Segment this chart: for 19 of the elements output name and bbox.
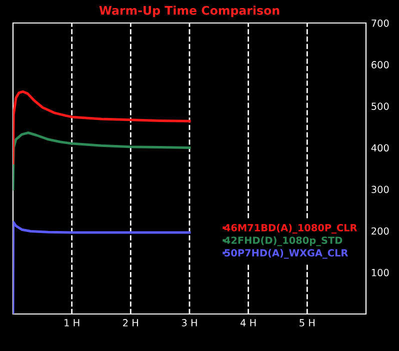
y-tick-label: 200 — [372, 227, 389, 235]
line-series — [13, 90, 191, 164]
legend-label: 42FHD(D)_1080p_STD — [224, 236, 342, 246]
y-tick-label: 600 — [372, 61, 389, 68]
legend-label: 46M71BD(A)_1080P_CLR — [224, 224, 358, 234]
chart-title: Warm-Up Time Comparison — [99, 6, 280, 18]
x-tick-label: 1 H — [64, 319, 80, 326]
y-tick-label: 500 — [372, 102, 389, 110]
legend-label: 50P7HD(A)_WXGA_CLR — [224, 249, 348, 259]
x-tick-label: 5 H — [300, 319, 315, 326]
y-tick-label: 300 — [372, 186, 389, 194]
line-series — [13, 220, 191, 314]
x-tick-label: 3 H — [182, 319, 197, 326]
x-tick-label: 4 H — [240, 319, 256, 326]
y-tick-label: 400 — [371, 144, 389, 152]
y-tick-label: 700 — [372, 19, 389, 27]
x-tick-label: 2 H — [123, 319, 138, 326]
y-tick-label: 100 — [372, 268, 389, 276]
line-series — [13, 132, 191, 191]
